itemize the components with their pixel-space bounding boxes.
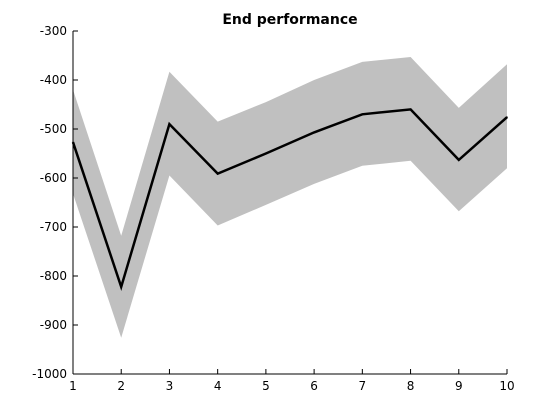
line-layer [71,108,508,291]
y-tick-label: -400 [40,73,67,87]
data-point [361,113,364,116]
data-point [313,131,315,134]
data-point [120,286,122,288]
x-tick-label: 3 [166,379,174,393]
data-point [506,116,508,118]
x-tick-label: 8 [407,379,415,393]
axes: 1 2 3 4 5 6 7 8 9 10 -1000 -900 -800 -700 -600 -500 -400… [32,24,515,393]
x-tick-label: 7 [359,379,367,393]
band-layer [73,57,507,338]
x-tick-label: 10 [499,379,514,393]
y-tick-label: -600 [40,171,67,185]
confidence-band [73,57,507,338]
x-tick-label: 4 [214,379,222,393]
y-tick-label: -500 [40,122,67,136]
data-point [168,123,171,125]
series-line [71,108,508,291]
y-tick-label: -900 [40,318,67,332]
data-point [265,152,267,155]
x-tick-label: 2 [117,379,125,393]
y-tick-label: -300 [40,24,67,38]
data-point [409,108,412,111]
data-point [458,159,460,161]
y-tick-label: -800 [40,269,67,283]
y-tick-label: -700 [40,220,67,234]
x-tick-label: 1 [69,379,77,393]
x-tick-label: 5 [262,379,270,393]
chart-title: End performance [222,12,357,28]
data-point [216,172,219,175]
x-tick-label: 6 [310,379,318,393]
x-tick-label: 9 [455,379,463,393]
y-tick-label: -1000 [32,367,67,381]
